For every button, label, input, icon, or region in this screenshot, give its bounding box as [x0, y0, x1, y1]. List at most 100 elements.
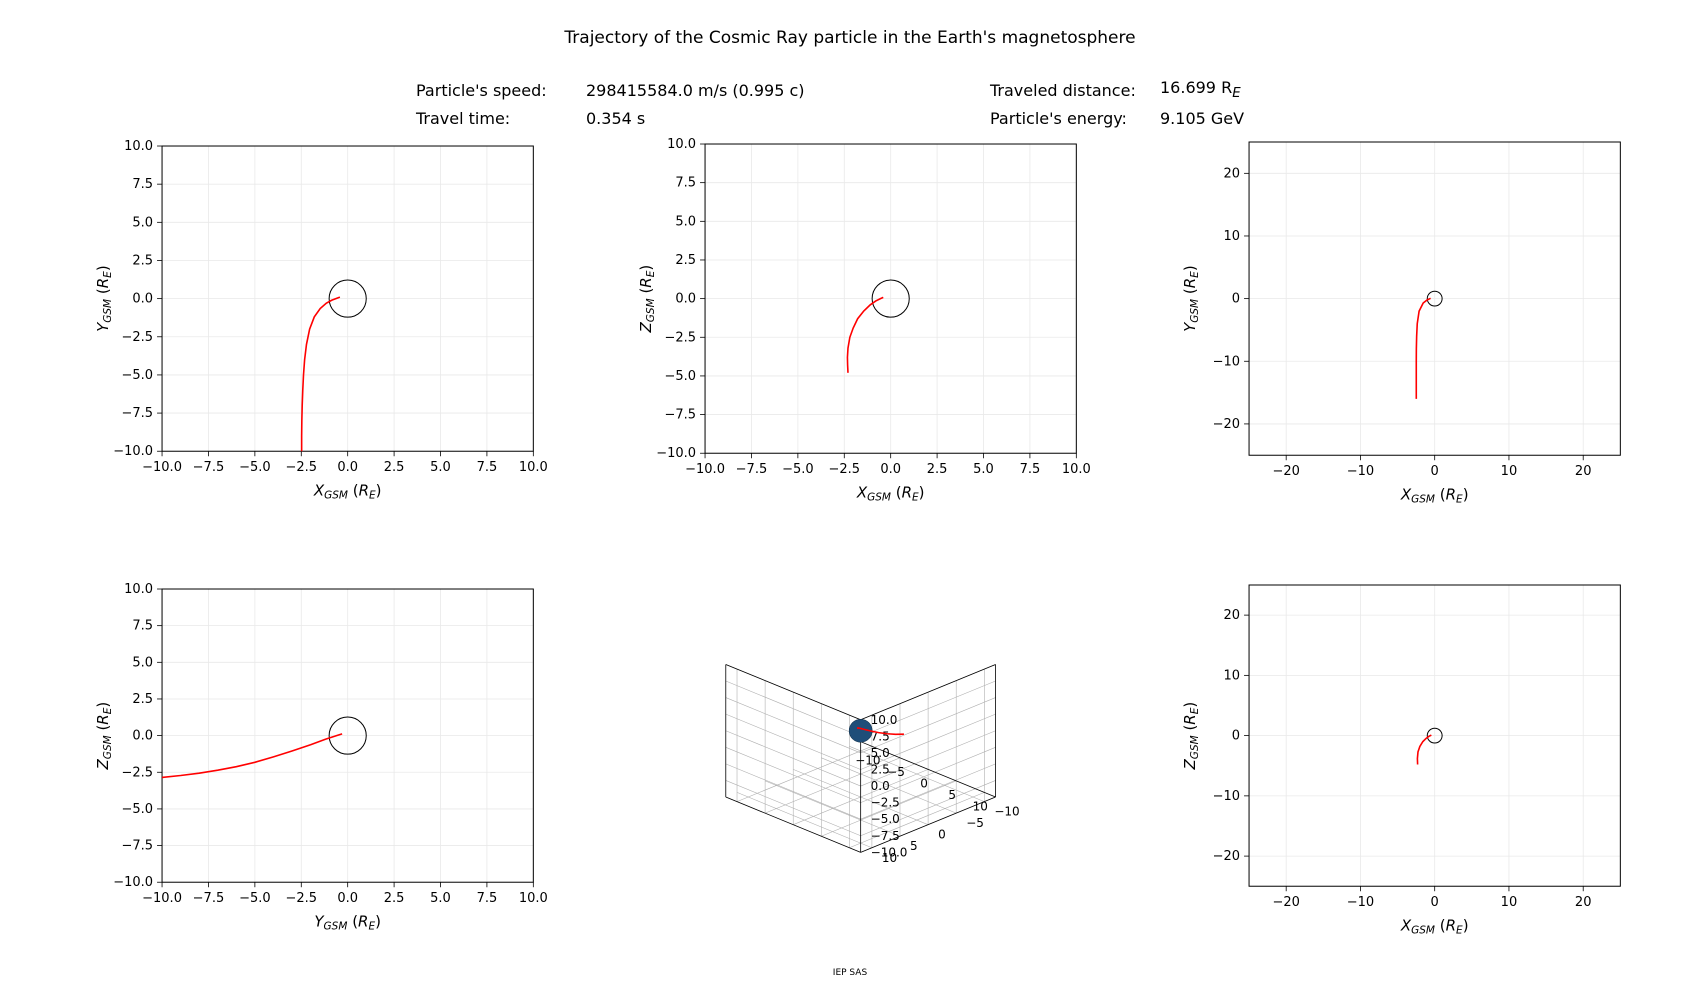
speed-value: 298415584.0 m/s (0.995 c)	[586, 81, 805, 100]
svg-text:−10.0: −10.0	[657, 446, 697, 461]
svg-text:−7.5: −7.5	[121, 839, 153, 854]
svg-text:5: 5	[910, 840, 918, 854]
panel-xy-full: −20 −10 0 10 20 −20 −10 0 10 20 XGSM (RE) YGSM (RE)	[1179, 132, 1630, 513]
svg-text:−20: −20	[1272, 464, 1299, 479]
svg-text:−7.5: −7.5	[193, 460, 225, 475]
svg-text:5.0: 5.0	[430, 892, 451, 907]
svg-text:−5.0: −5.0	[871, 812, 900, 826]
svg-text:−5.0: −5.0	[665, 369, 697, 384]
svg-text:ZGSM (RE): ZGSM (RE)	[637, 265, 657, 334]
svg-text:10: 10	[973, 800, 988, 814]
svg-text:2.5: 2.5	[927, 462, 948, 477]
svg-text:YGSM (RE): YGSM (RE)	[94, 265, 114, 332]
svg-text:10: 10	[882, 851, 897, 865]
svg-text:0: 0	[1231, 292, 1239, 307]
svg-text:0.0: 0.0	[871, 779, 890, 793]
svg-text:0: 0	[1231, 729, 1239, 744]
time-value: 0.354 s	[586, 109, 645, 128]
svg-text:−10: −10	[1346, 464, 1373, 479]
panel-3d: −10.0−7.5−5.0−2.50.02.55.07.510.0−10−505…	[635, 575, 1086, 944]
svg-text:10: 10	[1223, 229, 1240, 244]
svg-text:−20: −20	[1212, 849, 1239, 864]
svg-text:−20: −20	[1212, 417, 1239, 432]
svg-text:−7.5: −7.5	[665, 408, 697, 423]
svg-text:−2.5: −2.5	[285, 892, 317, 907]
energy-label: Particle's energy:	[990, 109, 1160, 128]
svg-text:−5.0: −5.0	[239, 460, 271, 475]
info-left: Particle's speed: 298415584.0 m/s (0.995…	[416, 76, 805, 132]
panel-yz-zoom: −10.0 −7.5 −5.0 −2.5 0.0 2.5 5.0 7.5 10.0 −10.0 −7…	[92, 575, 543, 944]
time-label: Travel time:	[416, 109, 586, 128]
svg-text:−5: −5	[967, 816, 985, 830]
svg-text:−2.5: −2.5	[121, 330, 153, 345]
svg-text:ZGSM (RE): ZGSM (RE)	[1181, 702, 1201, 771]
svg-text:−5.0: −5.0	[121, 368, 153, 383]
svg-text:7.5: 7.5	[132, 619, 153, 634]
footer: IEP SAS	[0, 968, 1700, 978]
svg-text:XGSM (RE): XGSM (RE)	[1399, 485, 1468, 505]
svg-text:−10: −10	[1212, 354, 1239, 369]
panel-xy-zoom: −10.0−7.5−5.0−2.50.02.55.07.510.0−10.0−7…	[92, 132, 543, 513]
svg-text:2.5: 2.5	[132, 692, 153, 707]
svg-text:−2.5: −2.5	[871, 796, 900, 810]
svg-text:ZGSM (RE): ZGSM (RE)	[94, 702, 114, 771]
svg-text:−10.0: −10.0	[142, 892, 182, 907]
energy-value: 9.105 GeV	[1160, 109, 1244, 128]
svg-text:20: 20	[1575, 464, 1592, 479]
svg-text:0.0: 0.0	[881, 462, 902, 477]
panel-xz-full: −20−1001020−20−1001020XGSM (RE)ZGSM (RE)	[1179, 575, 1630, 944]
svg-text:0: 0	[938, 828, 946, 842]
svg-text:2.5: 2.5	[384, 460, 405, 475]
page-title: Trajectory of the Cosmic Ray particle in…	[0, 28, 1700, 48]
svg-text:5.0: 5.0	[973, 462, 994, 477]
svg-text:−7.5: −7.5	[736, 462, 768, 477]
svg-text:0: 0	[921, 777, 929, 791]
svg-text:10.0: 10.0	[519, 460, 548, 475]
svg-text:10.0: 10.0	[871, 713, 898, 727]
svg-text:5.0: 5.0	[676, 214, 697, 229]
svg-text:5.0: 5.0	[430, 460, 451, 475]
svg-text:−10.0: −10.0	[113, 876, 153, 891]
svg-text:−5: −5	[887, 765, 905, 779]
svg-text:10: 10	[1500, 464, 1517, 479]
svg-text:7.5: 7.5	[1020, 462, 1041, 477]
speed-label: Particle's speed:	[416, 81, 586, 100]
svg-text:−2.5: −2.5	[285, 460, 317, 475]
panel-xz-zoom: −10.0 −7.5 −5.0 −2.5 0.0 2.5 5.0 7.5 10.0 −10.0 −7…	[635, 132, 1086, 513]
svg-text:0: 0	[1430, 896, 1438, 911]
svg-text:YGSM (RE): YGSM (RE)	[1181, 265, 1201, 332]
svg-text:−10: −10	[1346, 896, 1373, 911]
svg-text:−10: −10	[856, 754, 881, 768]
info-right: Traveled distance: 16.699 RE Particle's …	[990, 76, 1244, 132]
svg-text:7.5: 7.5	[477, 892, 498, 907]
svg-text:5: 5	[949, 788, 957, 802]
svg-text:−20: −20	[1272, 896, 1299, 911]
svg-text:10.0: 10.0	[667, 137, 696, 152]
svg-text:20: 20	[1223, 608, 1240, 623]
svg-text:−5.0: −5.0	[121, 802, 153, 817]
svg-text:−7.5: −7.5	[121, 406, 153, 421]
svg-text:10.0: 10.0	[124, 139, 153, 154]
svg-text:2.5: 2.5	[384, 892, 405, 907]
svg-text:0.0: 0.0	[132, 729, 153, 744]
svg-text:7.5: 7.5	[132, 177, 153, 192]
svg-text:10.0: 10.0	[519, 892, 548, 907]
svg-text:−10.0: −10.0	[685, 462, 725, 477]
svg-text:XGSM (RE): XGSM (RE)	[313, 481, 382, 501]
svg-text:−2.5: −2.5	[829, 462, 861, 477]
svg-text:10.0: 10.0	[124, 582, 153, 597]
svg-text:−5.0: −5.0	[239, 892, 271, 907]
svg-text:20: 20	[1223, 166, 1240, 181]
svg-text:5.0: 5.0	[132, 656, 153, 671]
svg-text:−10: −10	[995, 805, 1020, 819]
svg-text:0.0: 0.0	[676, 292, 697, 307]
dist-label: Traveled distance:	[990, 81, 1160, 100]
svg-text:0.0: 0.0	[132, 292, 153, 307]
svg-text:0: 0	[1430, 464, 1438, 479]
svg-text:−7.5: −7.5	[193, 892, 225, 907]
dist-value: 16.699 RE	[1160, 78, 1241, 101]
svg-text:10.0: 10.0	[1062, 462, 1091, 477]
svg-text:20: 20	[1575, 896, 1592, 911]
svg-text:10: 10	[1223, 669, 1240, 684]
svg-text:−2.5: −2.5	[665, 330, 697, 345]
